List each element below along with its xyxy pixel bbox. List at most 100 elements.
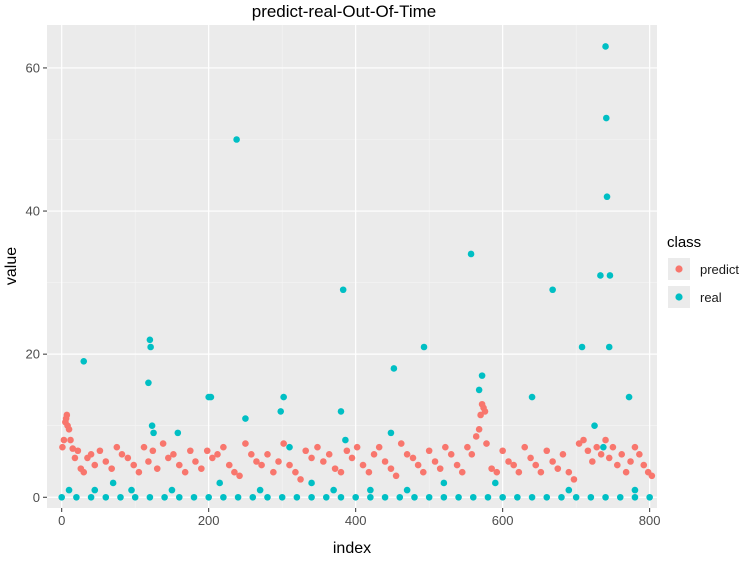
- point-predict: [359, 461, 367, 469]
- point-predict: [414, 461, 422, 469]
- point-predict: [648, 472, 656, 480]
- legend-marker-real: [675, 293, 683, 301]
- point-predict: [118, 451, 126, 458]
- point-real: [646, 493, 653, 501]
- point-predict: [609, 443, 617, 451]
- point-real: [475, 386, 483, 394]
- point-predict: [584, 447, 592, 455]
- point-real: [264, 493, 271, 501]
- point-predict: [87, 451, 95, 458]
- point-predict: [59, 443, 66, 451]
- point-real: [146, 493, 154, 501]
- point-predict: [570, 476, 578, 483]
- point-real: [168, 486, 176, 494]
- point-real: [602, 43, 609, 50]
- point-predict: [130, 461, 138, 469]
- y-axis: 0 20 40 60: [26, 60, 47, 505]
- point-real: [558, 493, 565, 501]
- point-predict: [253, 458, 260, 465]
- point-predict: [431, 458, 439, 465]
- point-predict: [365, 468, 373, 476]
- point-predict: [618, 451, 626, 458]
- point-real: [514, 493, 521, 501]
- point-real: [631, 486, 639, 494]
- point-real: [128, 486, 135, 494]
- point-real: [543, 493, 551, 501]
- point-real: [207, 393, 215, 401]
- point-real: [147, 343, 154, 351]
- point-real: [425, 493, 433, 501]
- point-predict: [483, 440, 490, 447]
- point-predict: [565, 468, 573, 476]
- series-predict: [59, 400, 656, 483]
- point-predict: [499, 447, 506, 455]
- point-predict: [331, 465, 339, 472]
- point-predict: [493, 468, 501, 476]
- point-predict: [192, 458, 199, 465]
- point-real: [528, 393, 536, 401]
- point-real: [572, 493, 580, 501]
- point-real: [216, 479, 224, 487]
- grid-major: [47, 25, 657, 508]
- point-predict: [96, 447, 104, 455]
- point-predict: [419, 468, 427, 476]
- point-real: [161, 493, 168, 501]
- point-predict: [181, 468, 189, 476]
- point-real: [330, 486, 337, 494]
- point-predict: [164, 454, 172, 462]
- point-real: [367, 493, 374, 501]
- point-predict: [325, 451, 333, 458]
- point-predict: [627, 458, 634, 465]
- point-predict: [140, 443, 148, 451]
- point-predict: [640, 461, 648, 469]
- point-predict: [589, 458, 596, 465]
- point-real: [80, 358, 88, 365]
- points-layer: [58, 43, 656, 501]
- point-real: [277, 408, 285, 415]
- point-predict: [381, 458, 389, 465]
- point-real: [337, 493, 345, 501]
- point-real: [234, 493, 242, 501]
- point-real: [87, 493, 95, 501]
- point-real: [381, 493, 389, 501]
- point-real: [625, 393, 633, 401]
- point-predict: [63, 411, 71, 419]
- point-real: [322, 493, 330, 501]
- point-predict: [175, 461, 183, 469]
- point-predict: [602, 436, 609, 444]
- point-real: [467, 250, 475, 258]
- point-predict: [314, 443, 321, 451]
- point-real: [587, 493, 595, 501]
- point-real: [175, 493, 183, 501]
- point-predict: [135, 468, 143, 476]
- point-real: [396, 493, 404, 501]
- point-predict: [187, 447, 194, 455]
- point-real: [631, 493, 639, 501]
- point-predict: [280, 440, 287, 447]
- point-predict: [605, 454, 613, 462]
- point-predict: [209, 454, 216, 462]
- point-real: [339, 286, 347, 294]
- point-predict: [403, 451, 411, 458]
- x-tick-label: 200: [198, 513, 220, 528]
- point-predict: [264, 451, 271, 458]
- point-predict: [153, 465, 161, 472]
- point-real: [440, 479, 448, 487]
- point-predict: [248, 451, 255, 458]
- point-predict: [442, 443, 449, 451]
- point-real: [109, 479, 117, 487]
- point-real: [492, 479, 499, 487]
- point-predict: [203, 447, 211, 455]
- point-predict: [60, 436, 68, 444]
- point-predict: [69, 445, 77, 452]
- point-real: [146, 336, 154, 344]
- point-real: [308, 479, 315, 487]
- point-real: [286, 443, 293, 451]
- point-real: [455, 493, 462, 501]
- y-tick-label: 20: [26, 347, 40, 362]
- point-real: [58, 493, 65, 501]
- point-predict: [370, 451, 378, 458]
- point-predict: [593, 443, 601, 451]
- point-predict: [258, 461, 265, 469]
